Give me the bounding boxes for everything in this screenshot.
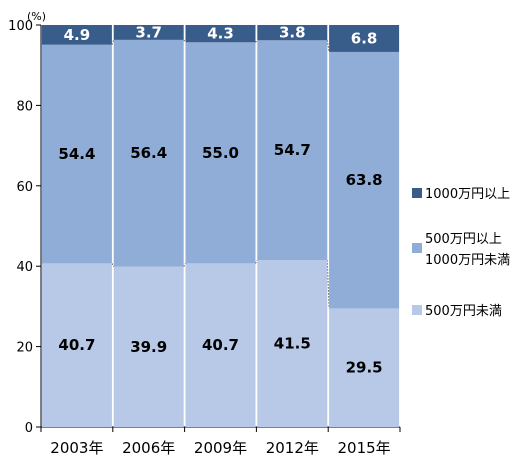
x-tick-label: 2012年 [266,439,319,457]
data-label: 54.4 [58,145,95,163]
y-unit-label: (%) [27,10,46,23]
connector-line [255,259,258,264]
legend-label: 500万円未満 [425,304,502,319]
bar-segment [185,25,256,43]
data-label: 55.0 [202,144,239,162]
bar-segment [329,25,400,52]
y-tick-label: 100 [8,19,33,34]
legend-swatch [412,188,422,198]
legend-label: 500万円以上 [425,232,502,247]
data-label: 41.5 [274,335,311,353]
x-tick-label: 2006年 [122,439,175,457]
data-label: 3.7 [135,23,162,41]
data-label: 4.9 [64,26,91,44]
bar-segment [257,260,328,427]
connector-line [326,40,330,53]
data-label: 63.8 [346,171,383,189]
connector-line [111,263,115,267]
bar-segment [41,25,112,45]
bar-segment [113,39,184,267]
connector-line [183,263,186,267]
bar-segment [329,51,400,309]
legend-swatch [412,305,422,315]
bar-segment [257,25,328,41]
legend-label: 1000万円以上 [425,187,510,202]
bar-segment [41,263,112,427]
x-tick-label: 2009年 [194,439,247,457]
data-label: 40.7 [58,336,95,354]
legend-swatch [412,243,422,253]
bar-segment [113,25,184,40]
data-label: 39.9 [130,338,167,356]
y-tick-label: 80 [16,99,33,114]
data-label: 6.8 [351,29,378,47]
connector-line [255,39,258,43]
data-label: 3.8 [279,24,306,42]
data-label: 29.5 [346,359,383,377]
y-tick-label: 40 [16,260,33,275]
connector-line [111,39,115,45]
x-tick-label: 2015年 [338,439,391,457]
data-label: 40.7 [202,336,239,354]
legend-label: 1000万円未満 [425,253,510,268]
bar-segment [185,263,256,427]
connector-line [183,39,186,43]
y-tick-label: 60 [16,180,33,195]
y-tick-label: 20 [16,341,33,356]
bar-segment [41,44,112,264]
data-label: 56.4 [130,144,167,162]
connector-line [326,260,330,309]
data-label: 4.3 [207,25,234,43]
x-tick-label: 2003年 [50,439,103,457]
bar-segment [257,40,328,261]
bar-segment [329,308,400,427]
bar-segment [113,266,184,427]
bar-segment [185,42,256,264]
y-tick-label: 0 [25,421,33,436]
data-label: 54.7 [274,141,311,159]
